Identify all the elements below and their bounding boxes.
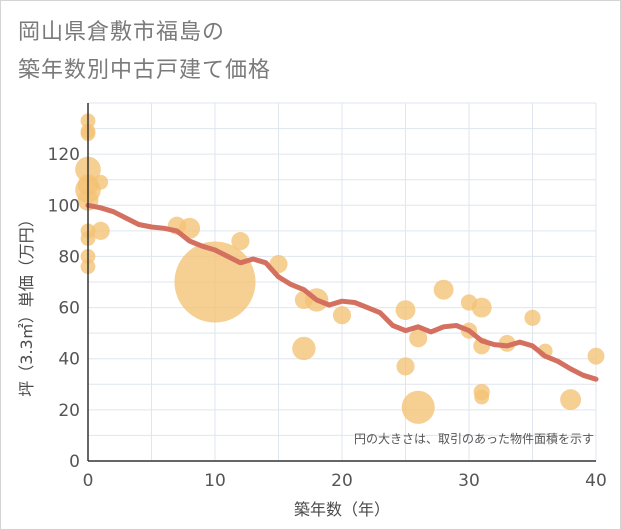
data-bubble	[93, 174, 109, 190]
size-legend-note: 円の大きさは、取引のあった物件面積を示す	[354, 431, 594, 446]
grid-lines	[87, 102, 597, 462]
data-bubble	[231, 232, 250, 251]
x-tick-label: 40	[585, 471, 607, 491]
data-bubble	[474, 389, 490, 405]
x-tick-label: 10	[204, 471, 226, 491]
data-bubble	[174, 241, 256, 323]
y-tick-label: 80	[58, 247, 80, 267]
data-bubble	[409, 329, 428, 348]
x-axis-label: 築年数（年）	[294, 500, 390, 519]
bubble-series	[75, 113, 605, 424]
title-line-1: 岡山県倉敷市福島の	[18, 20, 226, 45]
data-bubble	[332, 306, 352, 325]
data-bubble	[396, 357, 415, 376]
y-tick-label: 40	[58, 350, 80, 370]
data-bubble	[587, 347, 605, 365]
tick-labels: 0 20 40 60 80 100 120 0 10 20 30 40	[48, 145, 607, 491]
data-bubble	[471, 297, 492, 318]
y-tick-label: 100	[48, 196, 80, 216]
x-tick-label: 0	[83, 471, 94, 491]
data-bubble	[524, 309, 541, 326]
x-tick-label: 20	[331, 471, 353, 491]
data-bubble	[292, 336, 316, 361]
y-axis-label: 坪（3.3㎡）単価（万円）	[17, 211, 36, 396]
trend-line	[85, 202, 599, 382]
data-bubble	[179, 217, 201, 239]
y-tick-label: 0	[69, 452, 80, 472]
data-bubble	[433, 279, 454, 300]
data-bubble	[401, 390, 435, 424]
y-tick-label: 60	[58, 299, 80, 319]
data-bubble	[395, 300, 416, 321]
axes	[87, 103, 596, 462]
trend-series	[85, 202, 599, 382]
y-tick-label: 120	[48, 145, 80, 165]
data-bubble	[91, 221, 110, 240]
x-tick-label: 30	[458, 471, 480, 491]
chart-title: 岡山県倉敷市福島の 築年数別中古戸建て価格	[18, 14, 271, 90]
data-bubble	[560, 389, 582, 411]
title-line-2: 築年数別中古戸建て価格	[18, 58, 272, 83]
y-tick-label: 20	[58, 401, 80, 421]
